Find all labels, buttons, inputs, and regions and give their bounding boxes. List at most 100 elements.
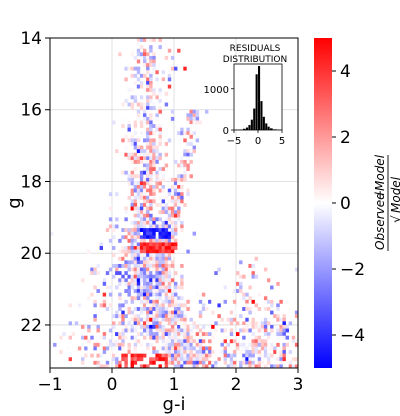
heatmap-cell <box>146 249 150 254</box>
heatmap-cell <box>149 278 153 283</box>
heatmap-cell <box>239 364 243 369</box>
heatmap-cell <box>170 310 175 315</box>
heatmap-cell <box>201 346 206 351</box>
heatmap-cell <box>124 357 128 362</box>
heatmap-cell <box>167 299 172 304</box>
heatmap-cell <box>161 81 165 85</box>
heatmap-cell <box>170 199 175 204</box>
heatmap-cell <box>136 263 141 268</box>
heatmap-cell <box>108 238 113 243</box>
heatmap-cell <box>139 106 144 111</box>
heatmap-cell <box>183 149 187 154</box>
heatmap-cell <box>133 231 138 236</box>
heatmap-cell <box>133 360 138 365</box>
heatmap-cell <box>170 195 175 200</box>
heatmap-cell <box>68 303 72 308</box>
heatmap-cell <box>133 342 138 347</box>
heatmap-cell <box>164 353 169 358</box>
heatmap-cell <box>183 350 187 354</box>
heatmap-cell <box>152 167 156 172</box>
heatmap-cell <box>146 324 150 329</box>
heatmap-cell <box>146 285 150 290</box>
heatmap-cell <box>155 242 159 247</box>
inset-bar <box>273 129 277 130</box>
heatmap-cell <box>180 321 184 326</box>
inset-x-axis: −5 0 5 <box>227 130 285 147</box>
heatmap-cell <box>108 342 113 347</box>
heatmap-cell <box>139 52 144 57</box>
heatmap-cell <box>139 228 144 232</box>
heatmap-cell <box>143 220 147 225</box>
heatmap-cell <box>108 267 113 272</box>
heatmap-cell <box>167 263 172 268</box>
heatmap-cell <box>180 156 184 161</box>
heatmap-cell <box>164 206 169 211</box>
heatmap-cell <box>236 321 240 326</box>
heatmap-cell <box>81 332 85 337</box>
heatmap-cell <box>263 346 268 351</box>
heatmap-cell <box>121 342 125 347</box>
heatmap-cell <box>121 317 125 322</box>
heatmap-cell <box>232 317 237 322</box>
heatmap-cell <box>118 249 122 254</box>
heatmap-cell <box>195 332 200 337</box>
heatmap-cell <box>127 120 131 125</box>
heatmap-cell <box>146 102 150 107</box>
heatmap-cell <box>183 131 187 136</box>
heatmap-cell <box>118 335 122 340</box>
heatmap-cell <box>167 310 172 315</box>
heatmap-cell <box>149 77 153 82</box>
heatmap-cell <box>167 342 172 347</box>
heatmap-cell <box>152 246 156 250</box>
heatmap-cell <box>170 307 175 311</box>
heatmap-cell <box>143 149 147 154</box>
heatmap-cell <box>180 220 184 225</box>
heatmap-cell <box>285 342 289 347</box>
inset-bar <box>262 116 265 130</box>
heatmap-cell <box>174 195 178 200</box>
heatmap-cell <box>143 231 147 236</box>
heatmap-cell <box>164 357 169 362</box>
heatmap-cell <box>146 224 150 229</box>
heatmap-cell <box>167 220 172 225</box>
heatmap-cell <box>180 278 184 283</box>
heatmap-cell <box>124 217 128 222</box>
heatmap-cell <box>121 228 125 232</box>
heatmap-cell <box>226 364 231 369</box>
heatmap-cell <box>149 360 153 365</box>
heatmap-cell <box>136 281 141 286</box>
heatmap-cell <box>170 321 175 326</box>
heatmap-cell <box>90 292 94 297</box>
heatmap-cell <box>167 199 172 204</box>
heatmap-cell <box>164 360 169 365</box>
heatmap-cell <box>220 299 224 304</box>
heatmap-cell <box>146 256 150 261</box>
heatmap-cell <box>81 342 85 347</box>
heatmap-cell <box>270 353 274 358</box>
heatmap-cell <box>164 224 169 229</box>
heatmap-cell <box>161 224 165 229</box>
heatmap-cell <box>133 120 138 125</box>
heatmap-cell <box>139 102 144 107</box>
heatmap-cell <box>124 246 128 250</box>
heatmap-cell <box>152 335 156 340</box>
heatmap-cell <box>282 332 286 337</box>
heatmap-cell <box>124 210 128 215</box>
heatmap-cell <box>136 167 141 172</box>
heatmap-cell <box>242 274 246 279</box>
heatmap-cell <box>161 174 165 179</box>
heatmap-cell <box>158 267 162 272</box>
heatmap-cell <box>152 102 156 107</box>
heatmap-cell <box>143 299 147 304</box>
heatmap-cell <box>270 324 274 329</box>
heatmap-cell <box>112 228 116 232</box>
heatmap-cell <box>164 296 169 301</box>
heatmap-cell <box>112 342 116 347</box>
heatmap-cell <box>273 350 277 354</box>
heatmap-cell <box>288 350 293 354</box>
heatmap-cell <box>276 364 280 369</box>
heatmap-cell <box>152 242 156 247</box>
heatmap-cell <box>93 314 97 319</box>
heatmap-cell <box>260 328 265 333</box>
